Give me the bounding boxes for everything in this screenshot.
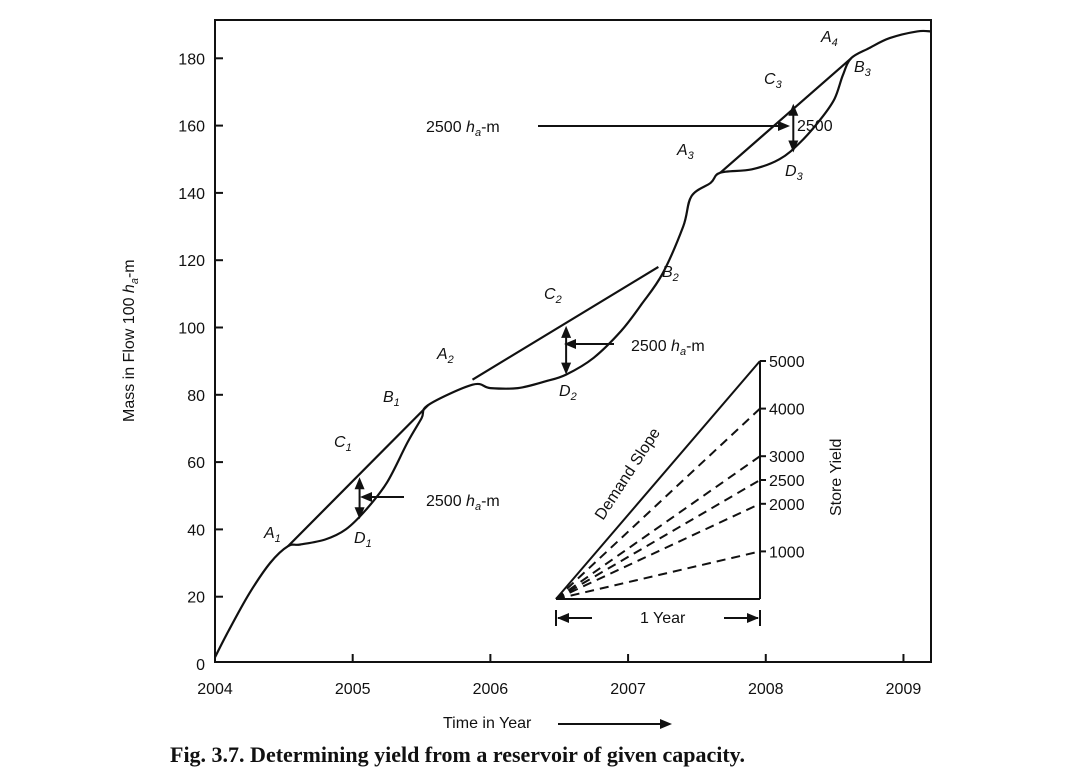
y-axis-title-sub: a [129,278,141,284]
inset-yield-tick-label: 3000 [769,449,805,466]
inset-yield-tick-label: 2500 [769,473,805,490]
point-labels: A1 B1 C1 D1 A2 B2 C2 D2 A3 B3 C3 D3 A4 [263,29,872,550]
inset-period-right-head [747,613,759,623]
inset-yield-line [555,502,761,600]
label-C3: C3 [764,71,783,91]
inset-period-left-head [557,613,569,623]
x-axis-title: Time in Year [443,715,532,732]
label-B2: B2 [662,264,679,284]
demand-line [471,265,659,381]
inset-store-yield-label: Store Yield [828,439,845,516]
label-D1: D1 [354,530,372,550]
callout-3: 2500 ha-m [426,119,790,139]
y-tick-label: 120 [178,253,205,270]
inset-yield-line [555,479,761,600]
x-axis-title-arrow-head [660,719,672,729]
label-A3: A3 [676,142,695,162]
y-tick-label: 0 [196,657,205,674]
demand-line [719,57,852,174]
callout-2-pointer-head [564,339,576,349]
inset-period-label: 1 Year [640,610,686,627]
x-tick-label: 2009 [886,681,922,698]
y-tick-label: 40 [187,522,205,539]
deficit-arrow-head-up [354,477,365,490]
label-B1: B1 [383,389,400,409]
y-axis-title: Mass in Flow 100 ha-m [121,259,141,422]
x-tick-label: 2007 [610,681,646,698]
inset-yield-tick-label: 5000 [769,354,805,371]
demand-lines [287,57,852,548]
label-A2: A2 [436,346,454,366]
label-A4: A4 [820,29,838,49]
deficit-arrow-head-up [561,325,572,338]
deficit-arrow-head-down [354,507,365,520]
y-tick-label: 160 [178,119,205,136]
deficit-arrow-head-up [788,103,799,116]
deficit-arrows [354,103,799,520]
deficit-arrow-head-down [788,140,799,153]
figure-caption-fragment: Fig. 3.7. Determining yield from a reser… [170,742,745,767]
label-D3: D3 [785,163,804,183]
label-C1: C1 [334,434,352,454]
y-axis-title-var: h [121,284,138,293]
y-tick-label: 180 [178,51,205,68]
y-tick-label: 100 [178,321,205,338]
y-axis-ticks: 0 20 40 60 80 100 120 140 160 180 [178,51,223,674]
callout-1-text: 2500 ha-m [426,493,500,513]
x-tick-label: 2004 [197,681,233,698]
callout-1: 2500 ha-m [360,492,500,513]
inset-yield-line [555,550,761,600]
label-C2: C2 [544,286,562,306]
inset-yield-line [555,407,761,600]
inset-yield-ticks: 5000 4000 3000 2500 2000 1000 [760,354,805,561]
callout-2-text: 2500 ha-m [631,338,705,358]
x-axis-ticks: 2004 2005 2006 2007 2008 2009 [197,654,921,698]
callout-1-pointer-head [360,492,372,502]
deficit-arrow-head-down [561,362,572,375]
inset-yield-tick-label: 2000 [769,497,805,514]
y-axis-title-prefix: Mass in Flow 100 [121,293,138,422]
label-D2: D2 [559,383,577,403]
y-tick-label: 20 [187,590,205,607]
callout-4-text: 2500 [797,118,833,135]
inset-demand-slope-line [555,360,761,600]
y-tick-label: 140 [178,186,205,203]
inset-yield-tick-label: 1000 [769,544,805,561]
callout-3-pointer-head [778,121,790,131]
label-A1: A1 [263,525,281,545]
y-tick-label: 80 [187,388,205,405]
callout-2: 2500 ha-m [564,338,705,358]
label-B3: B3 [854,59,872,79]
inset-yield-lines [555,407,761,600]
inset-yield-line [555,455,761,600]
plot-frame [214,19,932,663]
x-tick-label: 2006 [473,681,509,698]
inset-yield-tick-label: 4000 [769,402,805,419]
x-tick-label: 2005 [335,681,371,698]
mass-curve-line [214,29,932,658]
x-tick-label: 2008 [748,681,784,698]
y-axis-title-suffix: -m [121,259,138,278]
callout-3-text: 2500 ha-m [426,119,500,139]
inset-yield-diagram: 5000 4000 3000 2500 2000 1000 Demand Slope St… [555,354,845,627]
inset-demand-slope-label: Demand Slope [592,425,664,523]
y-tick-label: 60 [187,455,205,472]
demand-line [287,404,430,548]
